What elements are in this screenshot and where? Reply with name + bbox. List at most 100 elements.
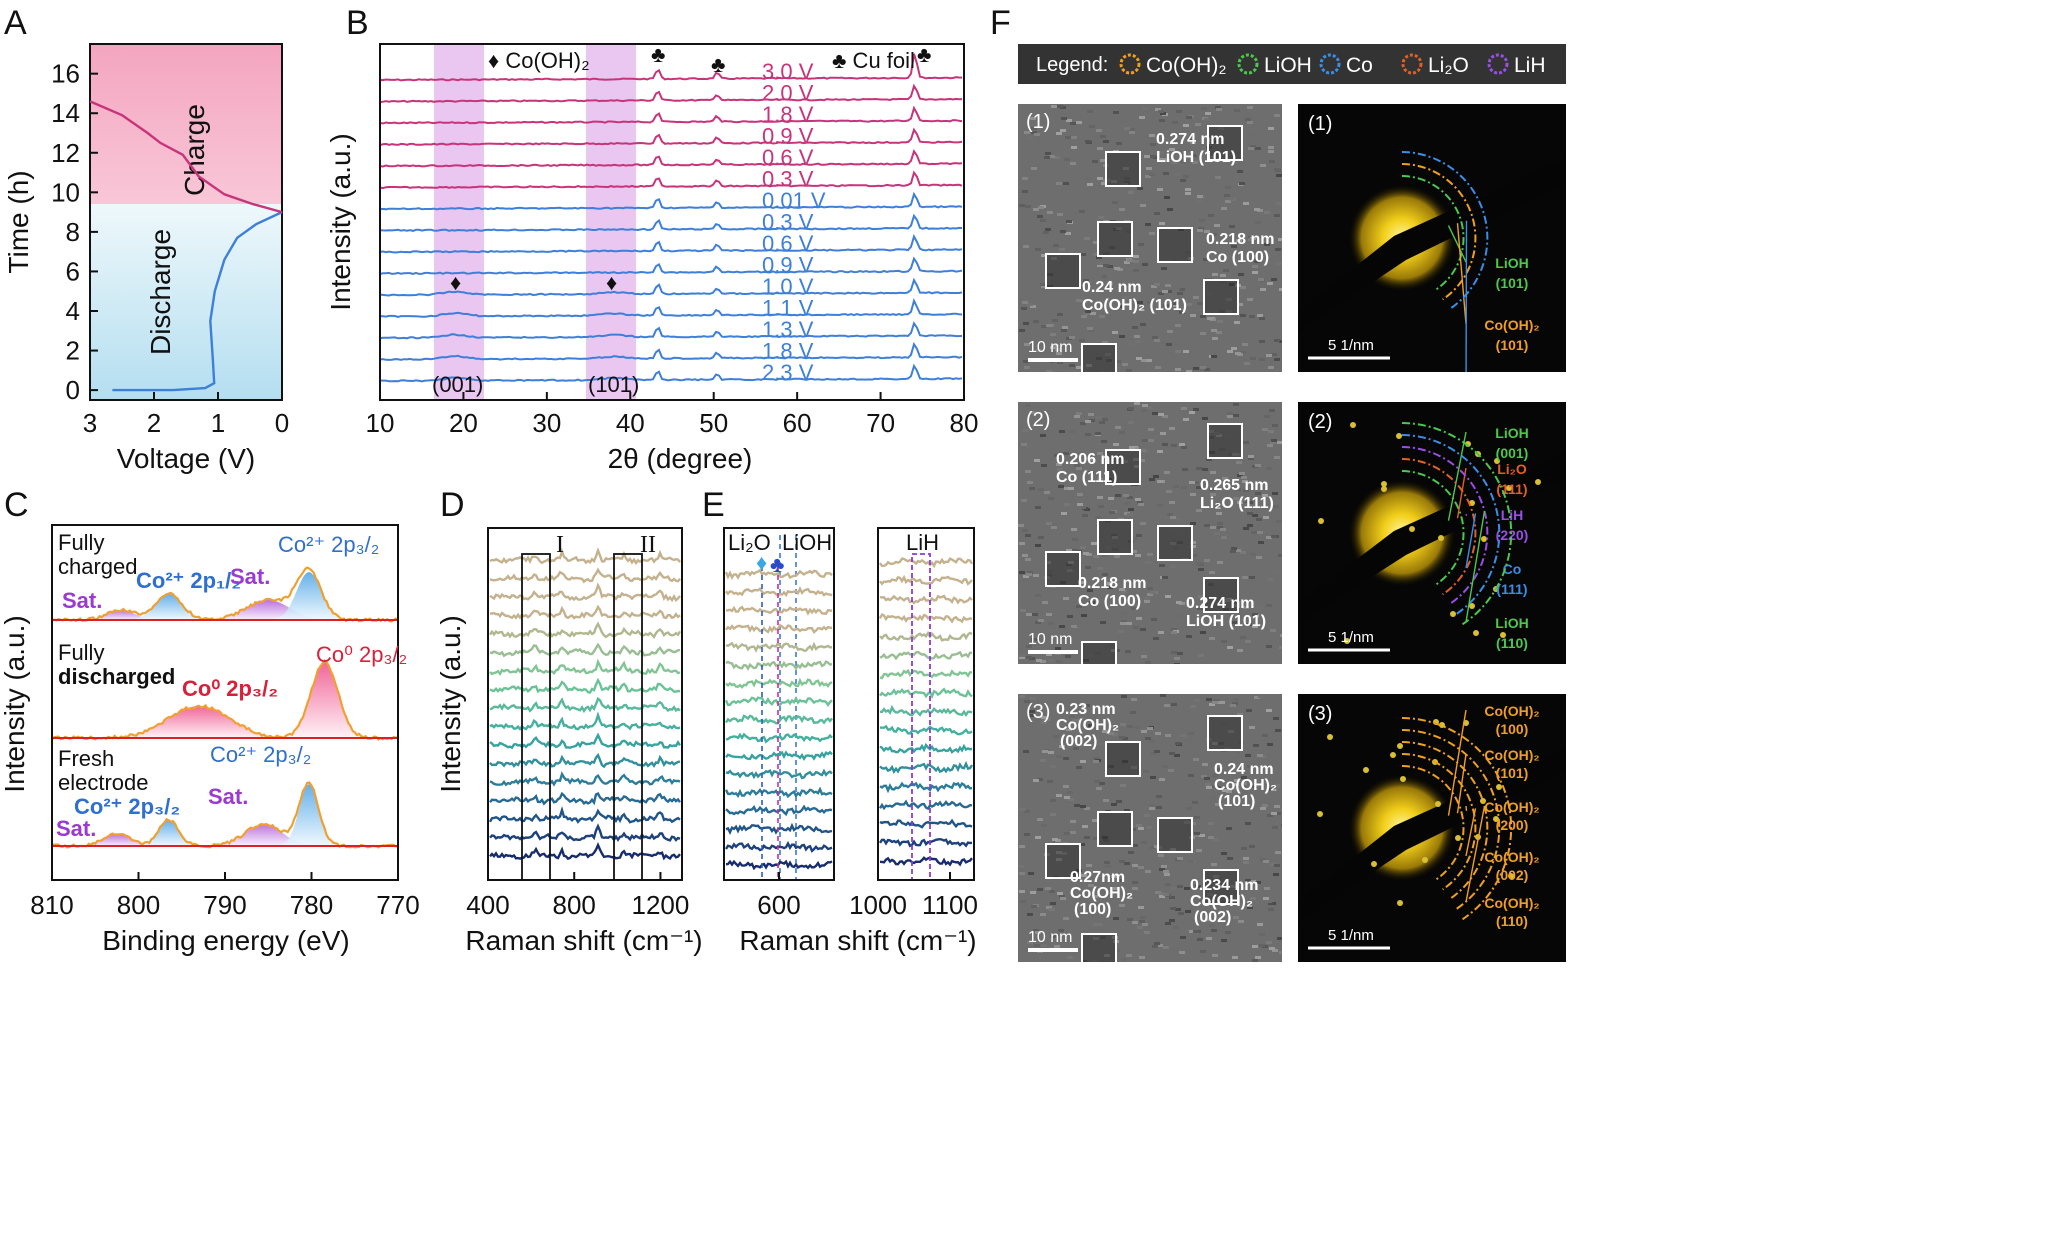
hrtem-lattice-box xyxy=(1207,125,1243,161)
d-spectrum xyxy=(489,696,681,714)
d-spectrum xyxy=(489,621,682,640)
b-xtick-label: 60 xyxy=(783,408,812,438)
b-voltage-label: 0.6 V xyxy=(762,145,814,170)
legend-item-label: Co(OH)₂ xyxy=(1146,54,1226,77)
diffraction-spot xyxy=(1327,734,1333,740)
ring-index: (220) xyxy=(1496,527,1529,543)
sample-3-line2: electrode xyxy=(58,770,149,795)
hrtem-annotation: (002) xyxy=(1194,909,1231,926)
hrtem-lattice-box xyxy=(1045,253,1081,289)
hrtem-image-1: 0.274 nm LiOH (101) 0.218 nm Co (100) 0.24 n… xyxy=(1018,104,1282,372)
hrtem-annotation: Co(OH)₂ (101) xyxy=(1082,297,1187,314)
scale-label: 5 1/nm xyxy=(1328,927,1374,944)
b-pattern-1.8V xyxy=(379,105,963,125)
diffraction-spot xyxy=(1496,784,1502,790)
diffraction-ring xyxy=(1401,422,1513,626)
b-pattern-0.3V xyxy=(379,213,963,232)
e-right-spectrum xyxy=(879,630,973,642)
ring-phase: LiOH xyxy=(1495,425,1528,441)
ring-leader xyxy=(1456,223,1467,325)
legend-swatch xyxy=(1319,53,1341,75)
panel-d-xlabel: Raman shift (cm⁻¹) xyxy=(465,925,702,956)
ring-index: (110) xyxy=(1496,635,1528,651)
saed-num: (1) xyxy=(1308,113,1332,135)
hrtem-lattice-box xyxy=(1105,449,1141,485)
d-spectrum xyxy=(489,567,681,584)
legend-item-label: LiH xyxy=(1514,54,1546,77)
diffraction-spot xyxy=(1469,603,1475,609)
e-right-spectrum xyxy=(879,724,973,736)
diffraction-spot xyxy=(1439,722,1445,728)
legend-swatch xyxy=(1401,53,1423,75)
diffraction-spot xyxy=(1494,458,1500,464)
c3-peak-left: Co²⁺ 2p₃/₂ xyxy=(74,794,180,819)
diffraction-spot xyxy=(1493,816,1499,822)
e-left-spectrum xyxy=(725,641,832,653)
d-spectrum xyxy=(489,752,681,769)
ring-phase: Co(OH)₂ xyxy=(1484,799,1539,815)
e-right-spectrum xyxy=(879,574,973,586)
hrtem-annotation: 0.234 nm xyxy=(1190,877,1258,894)
ring-leader xyxy=(1465,805,1486,903)
c2-broad-fill xyxy=(52,706,398,738)
diffraction-spot xyxy=(1350,422,1356,428)
hrtem-annotation: Co (100) xyxy=(1078,593,1141,610)
diffraction-spot xyxy=(1500,632,1506,638)
scale-label: 10 nm xyxy=(1028,631,1072,648)
c-xtick-label: 800 xyxy=(117,890,160,920)
legend-swatch xyxy=(1119,53,1141,75)
b-pattern-0.6V xyxy=(379,149,963,168)
b-voltage-label: 1.8 V xyxy=(762,339,814,364)
diffraction-spot xyxy=(1435,801,1441,807)
panel-b-ylabel: Intensity (a.u.) xyxy=(325,133,356,310)
ring-phase: LiH xyxy=(1501,507,1524,523)
panel-b-chart: ♦ Co(OH)₂ ♣ Cu foil (001) (101) ♦ ♦ ♣ ♣ … xyxy=(325,42,978,474)
panel-d-ylabel: Intensity (a.u.) xyxy=(435,615,466,792)
legend-bar xyxy=(1018,44,1566,84)
e-right-spectrum xyxy=(879,742,973,754)
ring-phase: LiOH xyxy=(1495,615,1528,631)
e-left-spectrum xyxy=(724,786,833,799)
hrtem-annotation: (101) xyxy=(1218,793,1255,810)
hrtem-num: (2) xyxy=(1026,409,1050,431)
panel-d-chart: I II 400 800 1200 Raman shift (cm⁻¹) Inten… xyxy=(435,527,703,956)
c-xtick-label: 810 xyxy=(30,890,73,920)
saed-pattern-1: LiOH(101)Co(OH)₂(101)Co(100)(1)5 1/nm xyxy=(1298,104,1566,372)
scale-label: 10 nm xyxy=(1028,339,1072,356)
region-i-label: I xyxy=(556,532,564,558)
b-pattern-0.9V xyxy=(379,127,963,147)
club-marker-3: ♣ xyxy=(917,42,931,67)
c2-peak-right: Co⁰ 2p₃/₂ xyxy=(316,642,407,667)
hrtem-annotation: (002) xyxy=(1060,733,1097,750)
diamond-marker-2: ♦ xyxy=(606,270,617,295)
lioh-label: LiOH xyxy=(782,530,832,555)
a-ytick-label: 0 xyxy=(66,375,80,405)
diffraction-spot xyxy=(1397,900,1403,906)
panel-c-chart: Fully charged Co²⁺ 2p₁/₂ Sat. Co²⁺ 2p₃/₂… xyxy=(0,524,797,956)
e-left-spectrum xyxy=(725,732,833,744)
hrtem-lattice-box xyxy=(1045,551,1081,587)
saed-pattern-2: LiOH (001) Li₂O (111) LiH (220) Co (111) LiOH (11… xyxy=(1298,402,1566,664)
band-101 xyxy=(586,44,636,400)
hrtem-annotation: 0.24 nm xyxy=(1082,279,1142,296)
diffraction-ring xyxy=(1401,434,1501,616)
ring-index: (101) xyxy=(1496,765,1529,781)
band-label-101: (101) xyxy=(588,372,639,397)
diffraction-ring xyxy=(1401,470,1465,586)
d-spectrum xyxy=(489,711,681,731)
e-right-spectrum xyxy=(879,594,973,605)
d-spectrum xyxy=(490,604,681,620)
hrtem-annotation: Co(OH)₂ xyxy=(1190,893,1253,910)
hrtem-lattice-box xyxy=(1081,641,1117,664)
ring-phase: Co(OH)₂ xyxy=(1484,317,1539,333)
b-pattern-2.3V xyxy=(379,363,963,383)
e-right-spectrum xyxy=(878,837,973,848)
panel-label-e: E xyxy=(702,486,725,524)
diffraction-spot xyxy=(1473,630,1479,636)
beam-stopper xyxy=(1298,453,1566,624)
e-right-spectrum xyxy=(879,704,973,717)
diffraction-spot xyxy=(1396,433,1402,439)
hrtem-num: (3) xyxy=(1026,701,1050,723)
beam-stopper xyxy=(1298,158,1566,332)
diffraction-spot xyxy=(1508,873,1514,879)
